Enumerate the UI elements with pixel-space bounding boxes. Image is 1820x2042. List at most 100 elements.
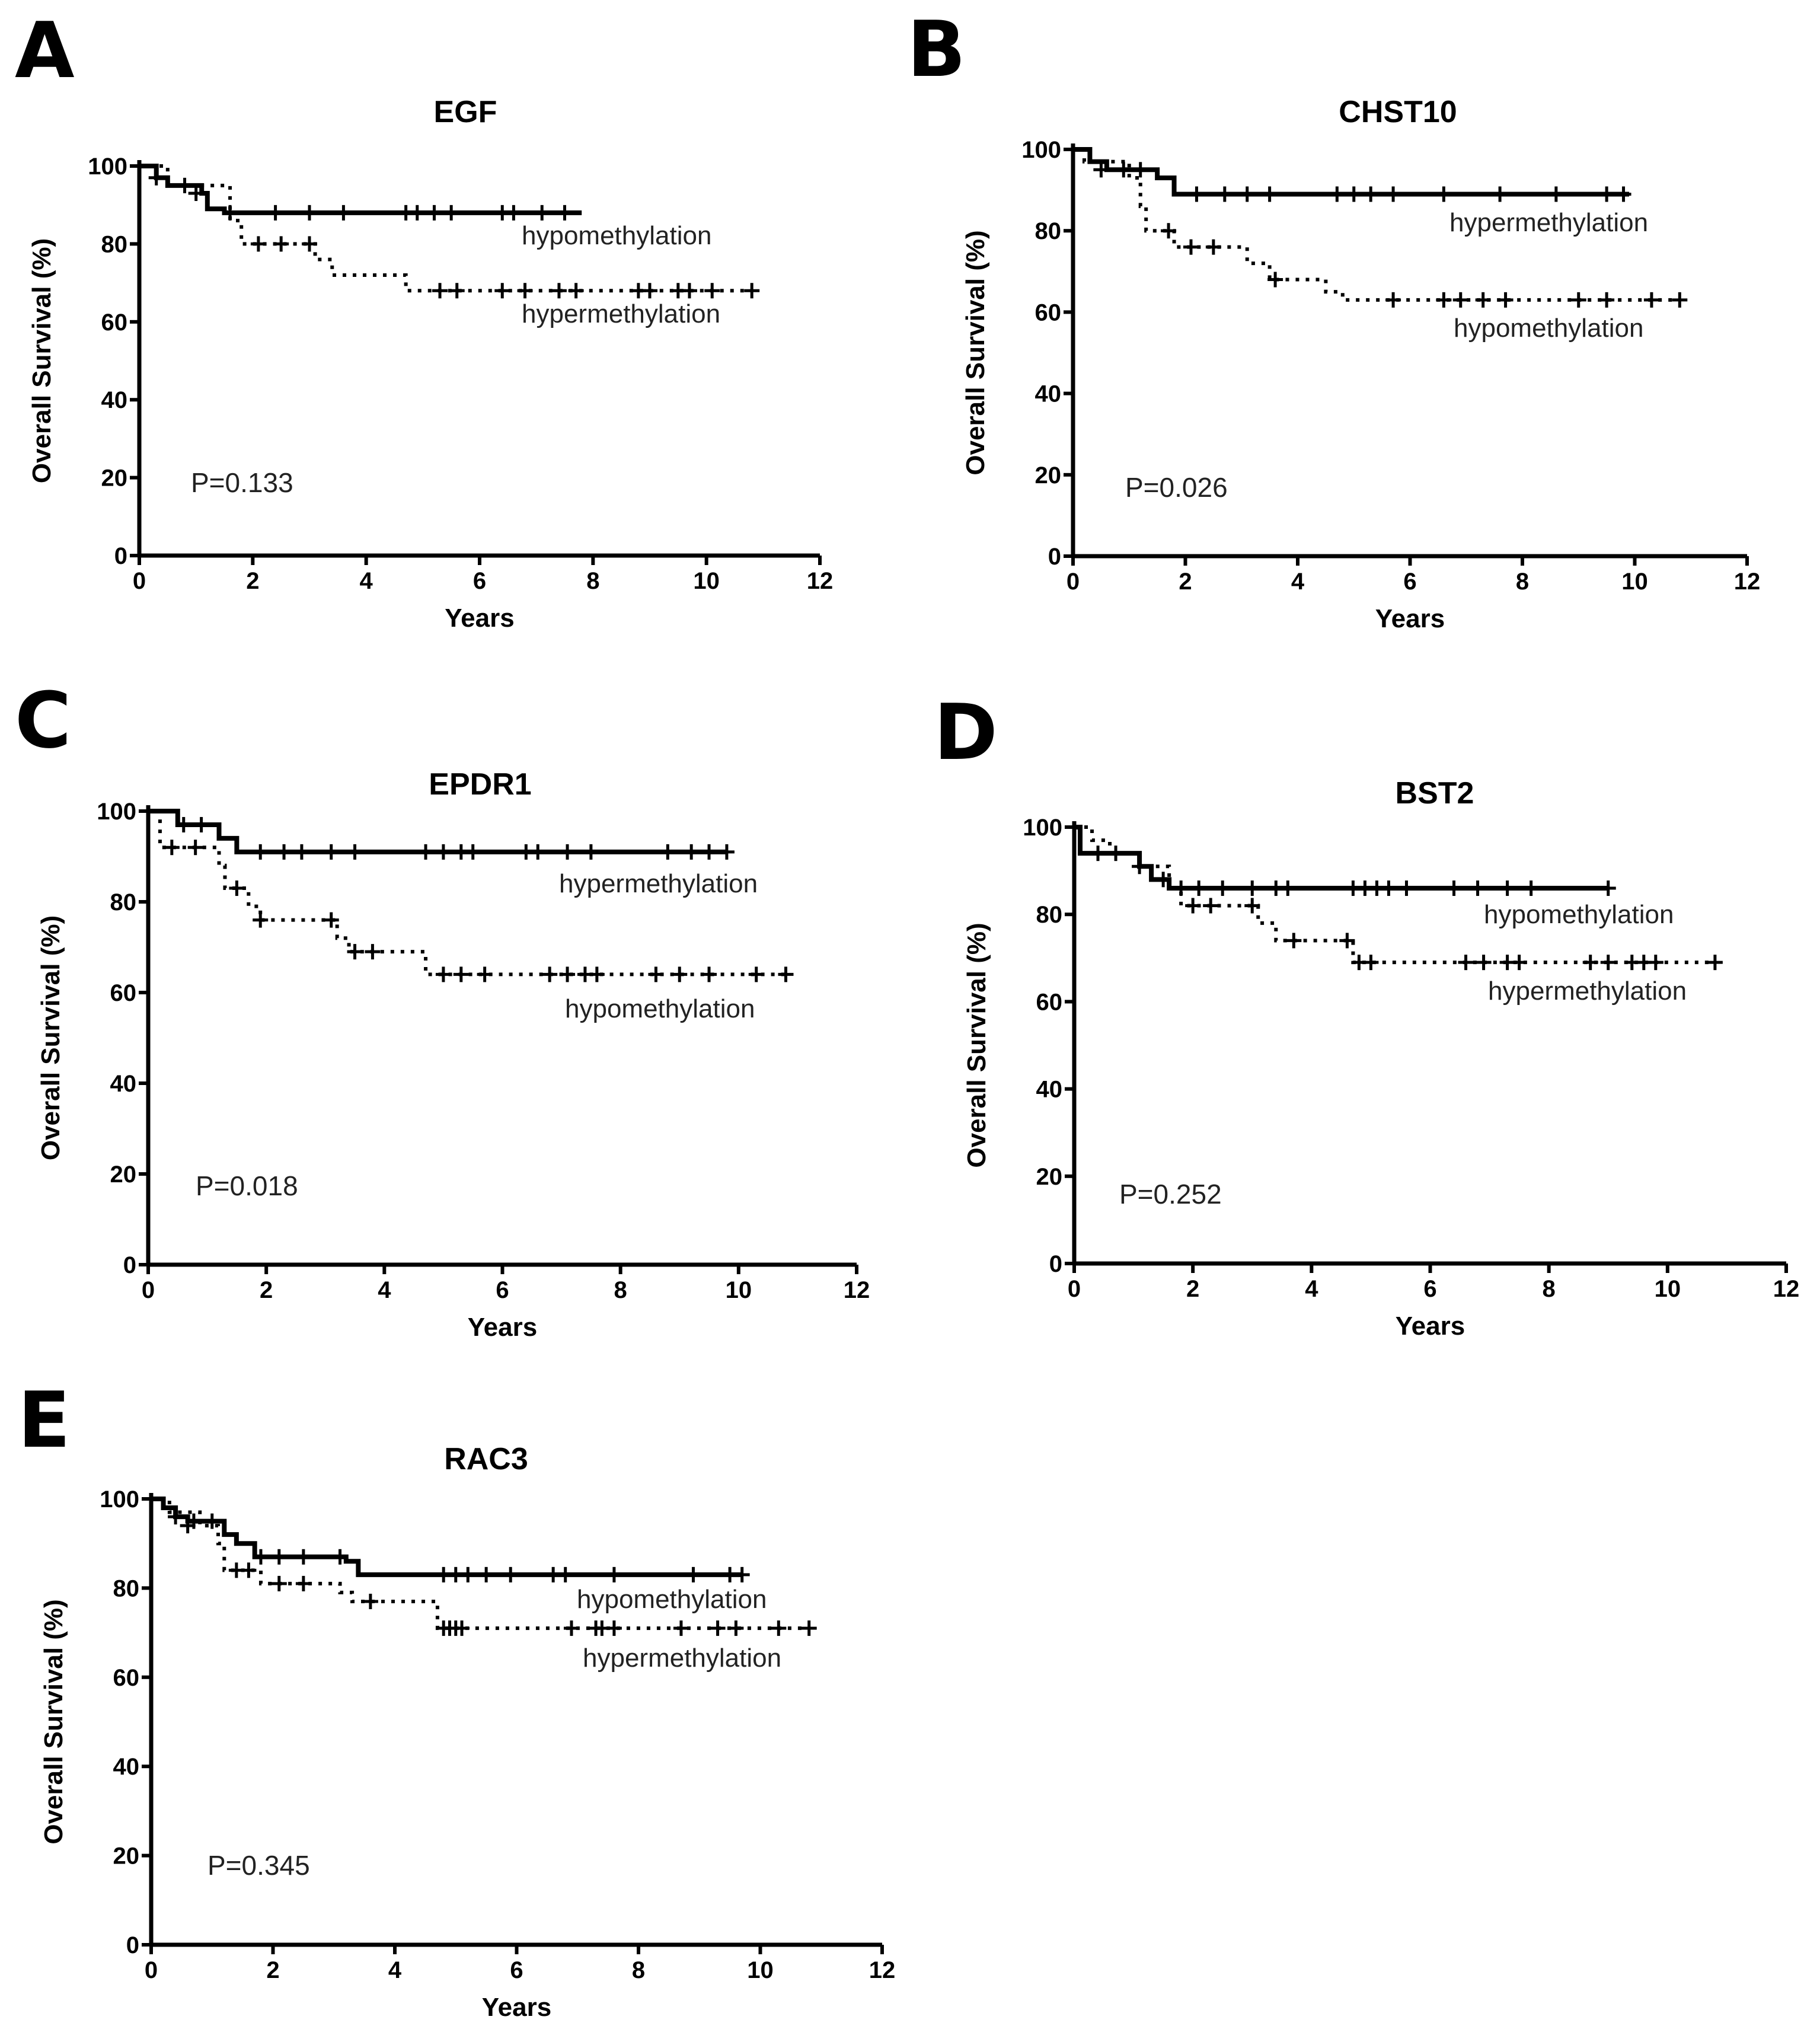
p-value: P=0.345 <box>207 1850 310 1881</box>
y-tick-label: 20 <box>110 1162 137 1188</box>
panel-letter: D <box>934 687 998 777</box>
x-tick-label: 0 <box>133 568 146 594</box>
y-tick-label: 20 <box>101 465 128 492</box>
y-tick-label: 100 <box>1021 137 1061 163</box>
y-tick-label: 0 <box>1049 1251 1062 1277</box>
series-label: hypermethylation <box>559 869 758 898</box>
x-tick-label: 0 <box>145 1957 158 1983</box>
survival-curve-hypomethylation <box>139 164 582 215</box>
chart-title: CHST10 <box>1339 95 1457 129</box>
panel-b: B CHST10 0 2 4 6 8 10 12 0 20 40 60 80 100 Years Overall… <box>907 4 1760 633</box>
x-tick-label: 10 <box>747 1957 774 1983</box>
x-axis-label: Years <box>1396 1312 1465 1341</box>
survival-curve-hypermethylation <box>1073 147 1630 197</box>
survival-curve-hypermethylation <box>139 164 752 293</box>
panel-letter: B <box>907 4 966 94</box>
x-tick-label: 0 <box>1068 1276 1081 1302</box>
x-tick-label: 2 <box>1179 569 1192 595</box>
p-value: P=0.252 <box>1119 1179 1222 1210</box>
y-tick-label: 40 <box>1035 381 1062 407</box>
x-tick-label: 8 <box>1543 1276 1556 1302</box>
series-label: hypomethylation <box>577 1585 767 1614</box>
x-tick-label: 4 <box>378 1277 391 1303</box>
x-tick-label: 10 <box>1621 569 1648 595</box>
x-tick-label: 12 <box>844 1277 870 1303</box>
x-tick-label: 8 <box>614 1277 627 1303</box>
y-tick-label: 60 <box>113 1665 140 1691</box>
y-tick-label: 60 <box>1035 299 1062 326</box>
x-tick-label: 6 <box>473 568 486 594</box>
series-label: hypomethylation <box>1484 900 1674 929</box>
series-label: hypomethylation <box>565 994 755 1023</box>
x-tick-label: 2 <box>260 1277 273 1303</box>
y-axis-label: Overall Survival (%) <box>962 923 991 1167</box>
survival-curve-hypermethylation <box>148 809 727 854</box>
y-tick-label: 60 <box>101 310 128 336</box>
x-tick-label: 12 <box>1734 569 1761 595</box>
x-tick-label: 4 <box>360 568 373 594</box>
series-label: hypermethylation <box>583 1644 781 1673</box>
x-tick-label: 4 <box>388 1957 402 1983</box>
series-label: hypermethylation <box>1488 977 1687 1006</box>
y-axis-label: Overall Survival (%) <box>961 230 990 475</box>
y-tick-label: 40 <box>101 387 128 413</box>
y-tick-label: 40 <box>110 1071 137 1097</box>
x-tick-label: 0 <box>142 1277 155 1303</box>
panel-letter: C <box>15 675 71 765</box>
y-axis-label: Overall Survival (%) <box>27 238 56 483</box>
y-tick-label: 20 <box>113 1843 140 1869</box>
chart-title: EPDR1 <box>429 767 531 802</box>
y-tick-label: 100 <box>88 154 127 180</box>
x-tick-label: 8 <box>632 1957 645 1983</box>
survival-curve-hypomethylation <box>1073 148 1680 302</box>
survival-curve-hypomethylation <box>1074 825 1608 891</box>
x-tick-label: 4 <box>1291 569 1305 595</box>
y-tick-label: 60 <box>110 980 137 1006</box>
x-tick-label: 8 <box>586 568 599 594</box>
x-tick-label: 12 <box>1773 1276 1800 1302</box>
panel-a: A EGF 0 2 4 6 8 10 12 0 20 40 60 80 100 Years Overall Su… <box>15 5 833 633</box>
y-tick-label: 100 <box>1023 815 1062 841</box>
series-label: hypomethylation <box>522 221 711 250</box>
x-tick-label: 10 <box>726 1277 752 1303</box>
y-tick-label: 0 <box>126 1932 139 1958</box>
panel-d: D BST2 0 2 4 6 8 10 12 0 20 40 60 80 100 Years Overall S… <box>934 687 1799 1341</box>
series-label: hypomethylation <box>1454 314 1643 343</box>
x-axis-label: Years <box>468 1313 537 1342</box>
y-tick-label: 100 <box>100 1486 139 1513</box>
panel-letter: A <box>15 5 75 95</box>
y-tick-label: 80 <box>110 889 137 915</box>
y-tick-label: 20 <box>1036 1164 1063 1190</box>
p-value: P=0.133 <box>191 467 293 498</box>
x-tick-label: 6 <box>510 1957 523 1983</box>
y-tick-label: 80 <box>113 1575 140 1601</box>
panel-e: E RAC3 0 2 4 6 8 10 12 0 20 40 60 80 100 Years Overall S… <box>18 1375 895 2022</box>
x-axis-label: Years <box>1375 604 1445 633</box>
y-tick-label: 100 <box>97 799 136 825</box>
x-tick-label: 12 <box>807 568 834 594</box>
panel-letter: E <box>18 1375 71 1465</box>
x-tick-label: 8 <box>1516 569 1529 595</box>
y-tick-label: 40 <box>113 1754 140 1780</box>
survival-curve-hypomethylation <box>151 1497 742 1577</box>
y-tick-label: 20 <box>1035 462 1062 489</box>
x-tick-label: 10 <box>693 568 720 594</box>
x-tick-label: 2 <box>266 1957 279 1983</box>
x-tick-label: 6 <box>1423 1276 1436 1302</box>
y-tick-label: 0 <box>1048 544 1061 570</box>
y-tick-label: 80 <box>1036 902 1063 928</box>
y-axis-label: Overall Survival (%) <box>39 1599 68 1844</box>
panel-c: C EPDR1 0 2 4 6 8 10 12 0 20 40 60 80 100 Years Overall … <box>15 675 870 1342</box>
x-tick-label: 6 <box>496 1277 509 1303</box>
y-tick-label: 0 <box>123 1252 136 1278</box>
x-tick-label: 2 <box>1186 1276 1199 1302</box>
y-tick-label: 80 <box>101 231 128 257</box>
y-tick-label: 0 <box>114 543 127 569</box>
survival-curve-hypermethylation <box>1074 825 1715 965</box>
y-tick-label: 60 <box>1036 989 1063 1015</box>
x-tick-label: 10 <box>1655 1276 1681 1302</box>
x-tick-label: 2 <box>246 568 259 594</box>
y-axis-label: Overall Survival (%) <box>36 915 65 1160</box>
chart-title: RAC3 <box>444 1442 528 1476</box>
